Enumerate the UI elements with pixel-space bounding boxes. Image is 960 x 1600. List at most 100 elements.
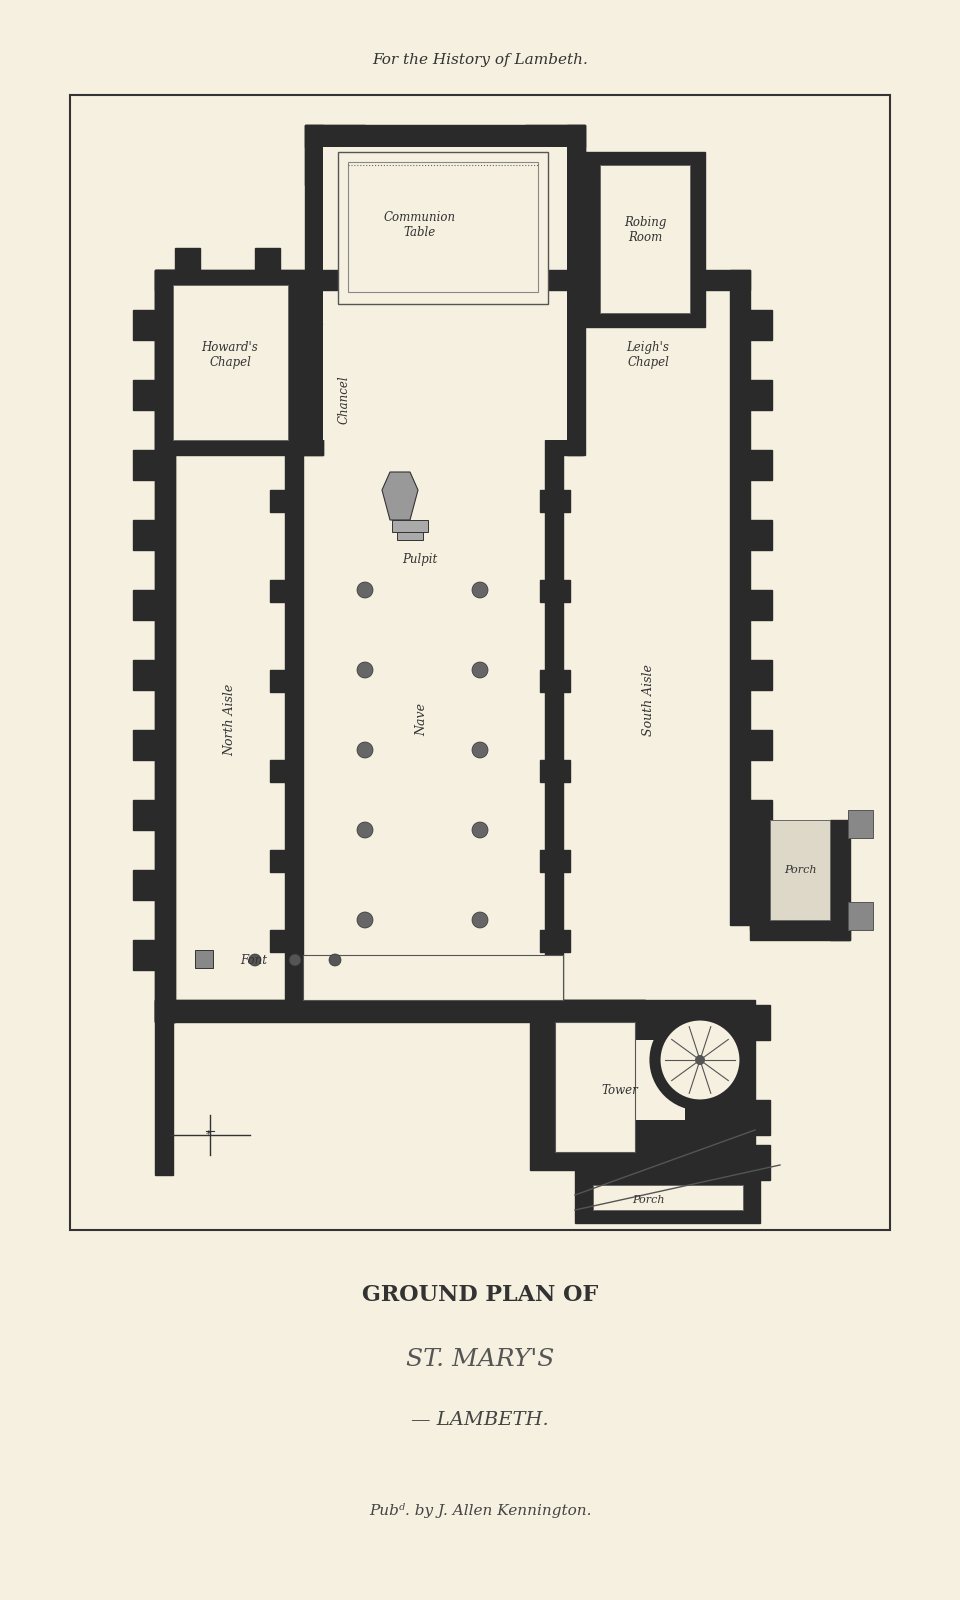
Text: For the History of Lambeth.: For the History of Lambeth. [372, 53, 588, 67]
Circle shape [695, 1054, 705, 1066]
Circle shape [472, 582, 488, 598]
Bar [270, 850, 300, 872]
Bar [530, 1000, 755, 1170]
Bar [305, 125, 365, 186]
Bar [195, 950, 213, 968]
Bar [270, 490, 300, 512]
Bar [830, 819, 850, 939]
Bar [133, 450, 155, 480]
Bar [305, 125, 323, 325]
Circle shape [357, 662, 373, 678]
Bar [155, 1000, 645, 1022]
Bar [540, 930, 570, 952]
Bar [270, 579, 300, 602]
Bar [748, 1101, 770, 1134]
Bar [133, 310, 155, 341]
Bar [848, 810, 873, 838]
Bar [750, 800, 772, 830]
Text: *: * [205, 1130, 211, 1139]
Text: ST. MARY'S: ST. MARY'S [406, 1349, 554, 1371]
Bar [133, 730, 155, 760]
Circle shape [357, 582, 373, 598]
Bar [750, 310, 772, 341]
Bar [285, 440, 323, 454]
Text: Communion
Table: Communion Table [384, 211, 456, 238]
Bar [133, 870, 155, 899]
Bar [730, 270, 750, 925]
Bar [155, 270, 305, 454]
Bar [270, 930, 300, 952]
Bar [545, 454, 563, 1000]
Text: Leigh's
Chapel: Leigh's Chapel [627, 341, 669, 370]
Circle shape [249, 954, 261, 966]
Bar [70, 94, 890, 1230]
Bar [540, 579, 570, 602]
Circle shape [329, 954, 341, 966]
Bar [585, 152, 705, 326]
Text: GROUND PLAN OF: GROUND PLAN OF [362, 1283, 598, 1306]
Bar [255, 248, 280, 270]
Text: Font: Font [240, 954, 267, 966]
Bar [270, 670, 300, 691]
Bar [133, 379, 155, 410]
Text: Robing
Room: Robing Room [624, 216, 666, 243]
Bar [540, 760, 570, 782]
Bar [748, 1005, 770, 1040]
Bar [155, 270, 750, 290]
Polygon shape [382, 472, 418, 520]
Circle shape [472, 662, 488, 678]
Bar [750, 819, 770, 930]
Text: Chancel: Chancel [338, 376, 350, 424]
Text: Tower: Tower [602, 1083, 638, 1096]
Circle shape [289, 954, 301, 966]
Circle shape [472, 822, 488, 838]
Bar [348, 162, 538, 291]
Bar [133, 590, 155, 619]
Bar [133, 659, 155, 690]
Text: North Aisle: North Aisle [224, 683, 236, 757]
Bar [175, 290, 285, 1021]
Bar [545, 440, 583, 454]
Text: South Aisle: South Aisle [641, 664, 655, 736]
Bar [540, 670, 570, 691]
Bar [155, 270, 175, 1022]
Text: Porch: Porch [783, 866, 816, 875]
Bar [750, 520, 772, 550]
Text: Howard's
Chapel: Howard's Chapel [202, 341, 258, 370]
Bar [303, 955, 563, 1000]
Bar [567, 325, 585, 454]
Bar [173, 285, 288, 440]
Circle shape [357, 822, 373, 838]
Text: Pulpit: Pulpit [402, 554, 438, 566]
Bar [155, 270, 175, 1022]
Text: — LAMBETH.: — LAMBETH. [411, 1411, 549, 1429]
Bar [155, 1000, 645, 1021]
Bar [133, 939, 155, 970]
Bar [133, 800, 155, 830]
Bar [305, 325, 323, 454]
Bar [305, 125, 585, 147]
Bar [270, 760, 300, 782]
Bar [567, 125, 585, 325]
Bar [750, 450, 772, 480]
Bar [748, 1146, 770, 1181]
Text: Nave: Nave [416, 704, 428, 736]
Bar [593, 1186, 743, 1210]
Bar [285, 454, 303, 1021]
Bar [392, 520, 428, 531]
Bar [770, 819, 830, 920]
Bar [750, 920, 850, 939]
Bar [555, 1022, 635, 1152]
Bar [323, 325, 567, 440]
Bar [555, 1040, 685, 1120]
Circle shape [357, 742, 373, 758]
Bar [155, 1000, 173, 1174]
Bar [540, 850, 570, 872]
Bar [323, 147, 567, 325]
Circle shape [472, 742, 488, 758]
Bar [175, 248, 200, 270]
Bar [397, 531, 423, 541]
Bar [600, 165, 690, 314]
Text: Porch: Porch [632, 1195, 664, 1205]
Bar [338, 152, 548, 304]
